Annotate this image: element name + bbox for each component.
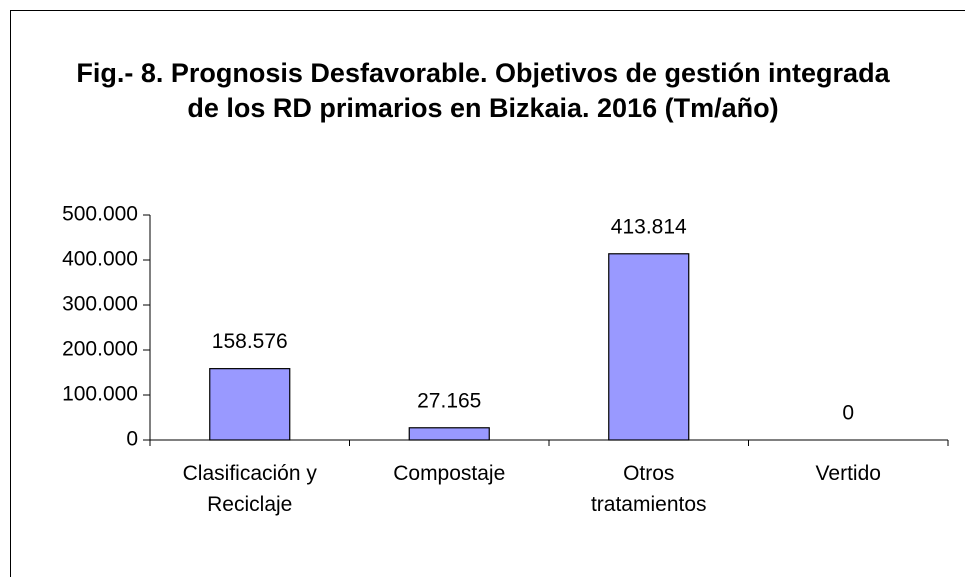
value-label: 27.165: [417, 389, 481, 412]
x-tick-label: Otros tratamientos: [590, 462, 707, 516]
y-tick-label: 100.000: [62, 383, 138, 406]
y-tick-label: 0: [126, 428, 138, 451]
x-tick-label: Clasificación y Reciclaje: [182, 462, 317, 516]
y-tick-label: 400.000: [62, 248, 138, 271]
value-label: 158.576: [212, 330, 288, 353]
y-tick-label: 500.000: [62, 203, 138, 226]
value-label: 413.814: [611, 215, 687, 238]
y-tick-label: 200.000: [62, 338, 138, 361]
bar: [608, 253, 690, 441]
x-tick-label: Compostaje: [393, 462, 506, 485]
y-tick-label: 300.000: [62, 293, 138, 316]
chart-title: Fig.- 8. Prognosis Desfavorable. Objetiv…: [76, 58, 890, 123]
bar: [209, 368, 291, 441]
bar: [408, 427, 490, 441]
x-tick-label: Vertido: [815, 462, 881, 485]
chart-frame: [10, 10, 965, 577]
value-label: 0: [842, 402, 854, 425]
